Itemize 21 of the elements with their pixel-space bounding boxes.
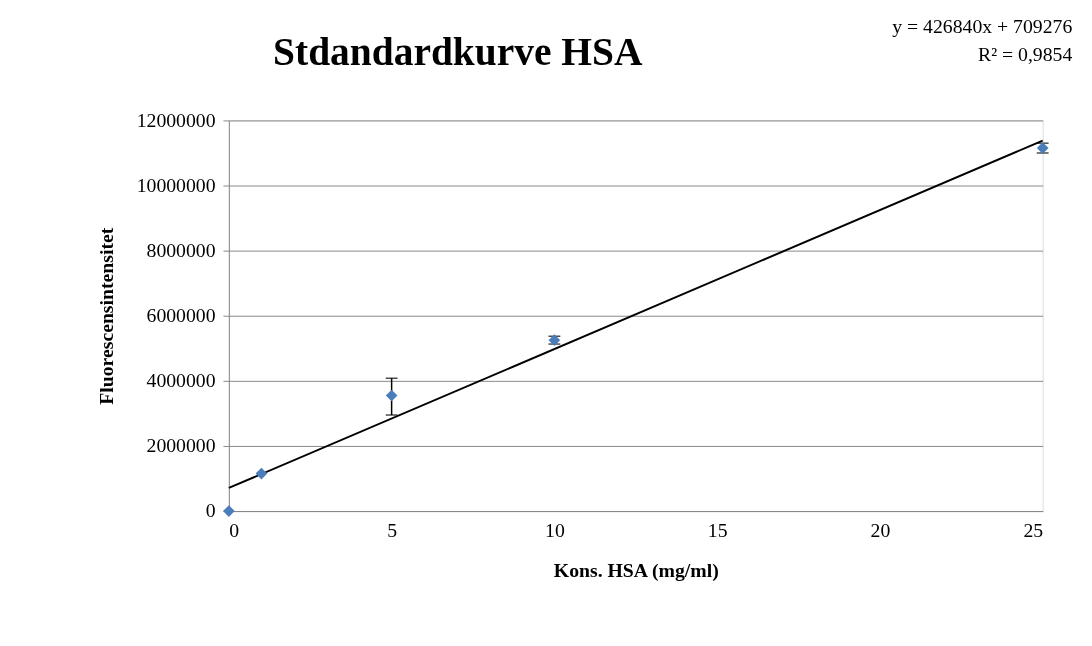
x-tick-label: 15	[707, 519, 728, 542]
y-tick-label: 6000000	[146, 304, 216, 327]
y-tick-label: 8000000	[146, 239, 216, 262]
point	[385, 389, 398, 402]
text: y = 426840x + 709276	[892, 14, 1073, 37]
text: R² = 0,9854	[977, 43, 1073, 66]
x-tick-label: 0	[229, 519, 240, 542]
point	[223, 505, 235, 517]
y-axis-title: Fluorescensintensitet	[94, 227, 117, 405]
y-tick-label: 10000000	[136, 173, 216, 196]
x-axis-title: Kons. HSA (mg/ml)	[553, 558, 719, 582]
chart-title: Stdandardkurve HSA	[273, 30, 643, 75]
point	[255, 467, 268, 480]
x-tick-label: 20	[870, 519, 891, 542]
x-tick-label: 5	[387, 519, 398, 542]
y-tick-label: 4000000	[146, 369, 216, 392]
y-tick-label: 12000000	[136, 108, 216, 131]
y-tick-label: 2000000	[146, 434, 216, 457]
y-tick-label: 0	[205, 499, 216, 522]
x-tick-label: 25	[1023, 519, 1044, 542]
x-tick-label: 10	[545, 519, 565, 542]
